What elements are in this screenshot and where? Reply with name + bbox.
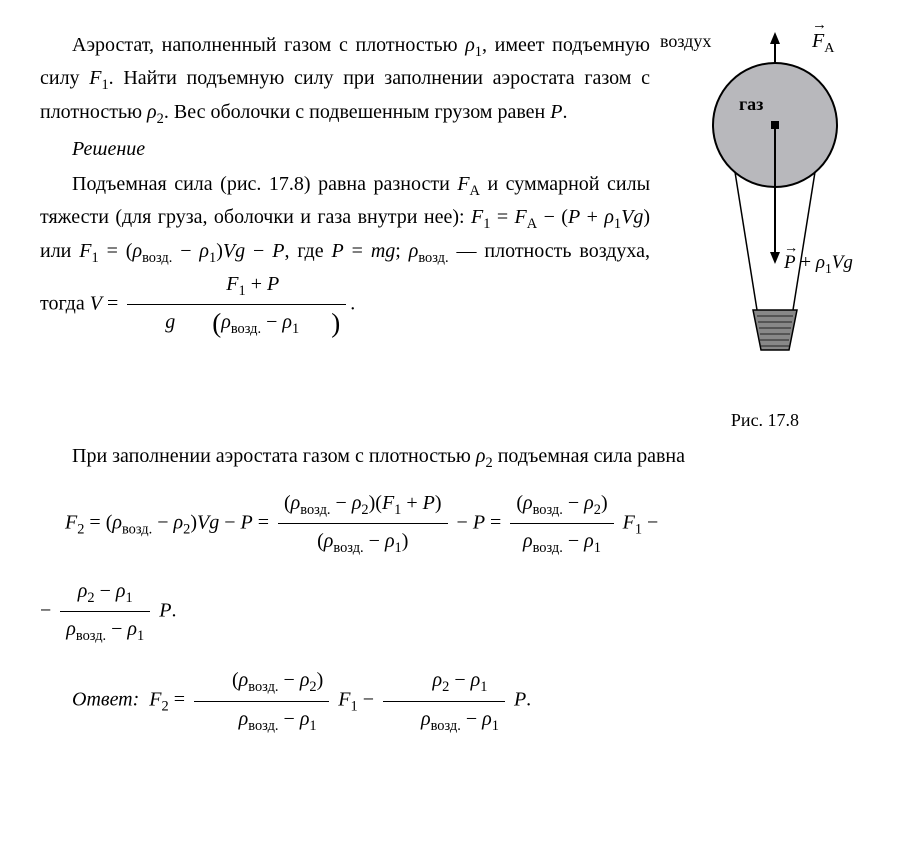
- answer-label: Ответ:: [72, 689, 139, 711]
- air-label: воздух: [660, 28, 711, 56]
- solution-para-1: Подъемная сила (рис. 17.8) равна разност…: [40, 169, 650, 341]
- fa-vector-label: FA: [812, 26, 834, 60]
- solution-text-c: или: [40, 240, 79, 262]
- aerostat-figure: газ: [675, 30, 855, 390]
- weight-label: P + ρ1Vg: [784, 248, 853, 279]
- volume-fraction: F1 + P g (ρвозд. − ρ1): [127, 269, 346, 341]
- main-equation: F2 = (ρвозд. − ρ2)Vg − P = (ρвозд. − ρ2)…: [40, 488, 860, 647]
- solution-text-a: Подъемная сила (рис. 17.8) равна разност…: [72, 173, 457, 195]
- solution-text-e: ;: [395, 240, 408, 262]
- figure-caption: Рис. 17.8: [670, 407, 860, 435]
- gas-label: газ: [739, 94, 763, 114]
- solution-heading: Решение: [40, 134, 650, 165]
- problem-text: Аэростат, наполненный газом с плотностью…: [40, 30, 650, 130]
- answer-block: Ответ: F2 = (ρвозд. − ρ2) ρвозд. − ρ1 F1…: [40, 665, 860, 737]
- solution-text-d: , где: [284, 240, 331, 262]
- solution-para-2: При заполнении аэростата газом с плотно­…: [40, 441, 860, 474]
